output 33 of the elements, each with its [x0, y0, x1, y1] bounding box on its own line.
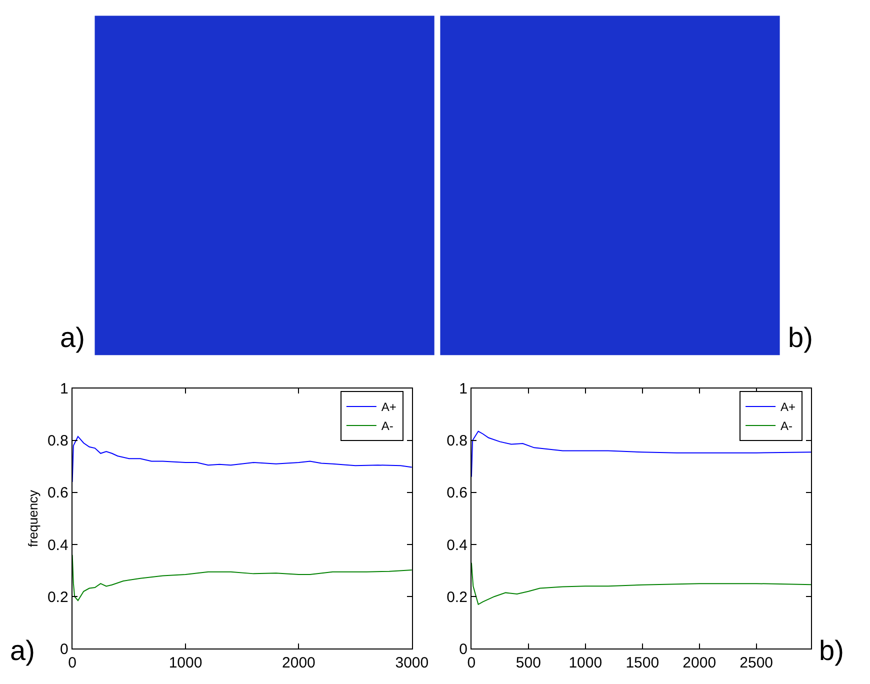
y-tick-label: 0.4 — [446, 536, 468, 554]
legend-label: A+ — [381, 400, 396, 414]
y-tick-label: 0.6 — [446, 484, 468, 502]
line-series — [72, 554, 412, 602]
x-tick-label: 1000 — [168, 654, 202, 672]
legend-label: A+ — [780, 400, 796, 414]
text: b) — [788, 322, 813, 353]
y-tick-label: 0 — [60, 640, 68, 658]
y-tick-label: 0.2 — [446, 588, 468, 606]
x-tick-label: 1000 — [568, 654, 602, 672]
line-series — [72, 436, 412, 483]
x-tick-label: 1500 — [626, 654, 660, 672]
x-tick-label: 2000 — [682, 654, 716, 672]
line-series — [471, 562, 812, 605]
x-tick-label: 2000 — [282, 654, 316, 672]
y-tick-label: 0 — [459, 640, 468, 658]
y-tick-label: 1 — [459, 380, 468, 398]
y-tick-label: 0.4 — [47, 536, 68, 554]
y-tick-label: 0.8 — [47, 432, 68, 450]
y-tick-label: 1 — [60, 380, 68, 398]
y-tick-label: 0.8 — [446, 432, 468, 450]
x-tick-label: 3000 — [395, 654, 429, 672]
legend-label: A- — [381, 419, 394, 434]
text: a) — [10, 635, 35, 666]
text: a) — [60, 322, 85, 353]
line-series — [471, 430, 812, 478]
text: b) — [819, 635, 844, 666]
y-axis-title: frequency — [25, 489, 40, 548]
y-tick-label: 0.2 — [47, 588, 68, 606]
x-tick-label: 2500 — [740, 654, 774, 672]
x-tick-label: 500 — [516, 654, 541, 672]
legend-label: A- — [780, 419, 793, 434]
y-tick-label: 0.6 — [47, 484, 68, 502]
